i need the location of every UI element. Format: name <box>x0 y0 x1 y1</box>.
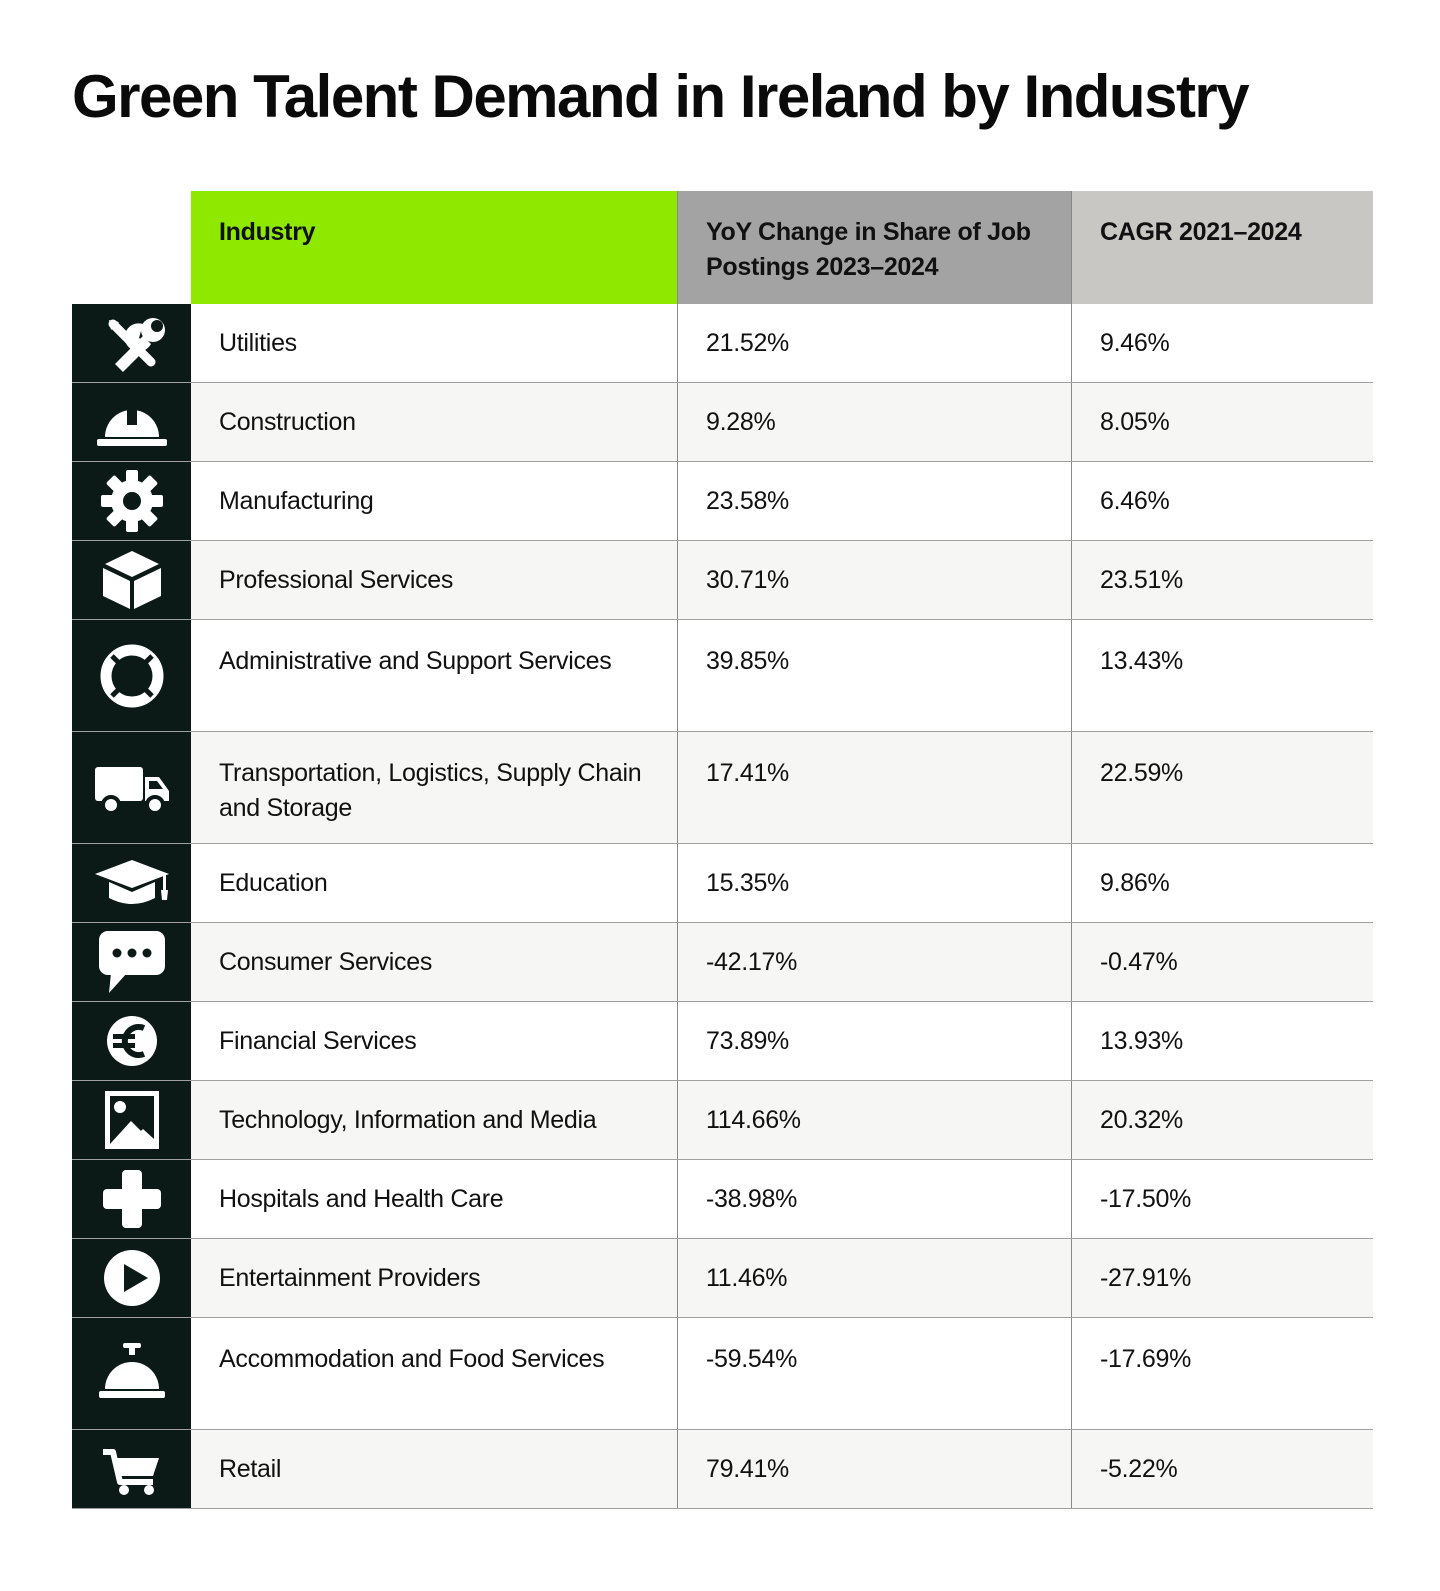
header-cagr: CAGR 2021–2024 <box>1071 191 1373 304</box>
table-row: Hospitals and Health Care -38.98% -17.50% <box>72 1160 1373 1239</box>
yoy-change-cell: 21.52% <box>677 304 1071 382</box>
yoy-change-cell: 39.85% <box>677 620 1071 731</box>
industry-cell: Utilities <box>219 328 297 357</box>
industry-cell: Transportation, Logistics, Supply Chain … <box>219 759 642 822</box>
table-row: Accommodation and Food Services -59.54% -1… <box>72 1318 1373 1430</box>
yoy-change-cell: -38.98% <box>677 1160 1071 1238</box>
yoy-change-cell: 17.41% <box>677 732 1071 843</box>
cagr-cell: 9.86% <box>1071 844 1373 922</box>
header-yoy-change: YoY Change in Share of Job Postings 2023… <box>677 191 1071 304</box>
gear-icon <box>72 462 191 540</box>
table-row: Technology, Information and Media 114.66%… <box>72 1081 1373 1160</box>
table-row: Professional Services 30.71% 23.51% <box>72 541 1373 620</box>
cagr-cell: -0.47% <box>1071 923 1373 1001</box>
service-bell-icon <box>72 1318 191 1429</box>
truck-icon <box>72 732 191 843</box>
table-row: Construction 9.28% 8.05% <box>72 383 1373 462</box>
cagr-cell: -17.69% <box>1071 1318 1373 1429</box>
yoy-change-cell: 73.89% <box>677 1002 1071 1080</box>
cagr-cell: 8.05% <box>1071 383 1373 461</box>
yoy-change-cell: 30.71% <box>677 541 1071 619</box>
medical-cross-icon <box>72 1160 191 1238</box>
industry-cell: Retail <box>219 1454 282 1483</box>
yoy-change-cell: 15.35% <box>677 844 1071 922</box>
hard-hat-icon <box>72 383 191 461</box>
table-row: Utilities 21.52% 9.46% <box>72 304 1373 383</box>
table-row: Retail 79.41% -5.22% <box>72 1430 1373 1509</box>
play-icon <box>72 1239 191 1317</box>
industry-cell: Technology, Information and Media <box>219 1105 597 1134</box>
table-row: Education 15.35% 9.86% <box>72 844 1373 923</box>
cagr-cell: 13.93% <box>1071 1002 1373 1080</box>
yoy-change-cell: 114.66% <box>677 1081 1071 1159</box>
lifebuoy-icon <box>72 620 191 731</box>
industry-cell: Hospitals and Health Care <box>219 1184 504 1213</box>
table-row: Financial Services 73.89% 13.93% <box>72 1002 1373 1081</box>
industry-table: Industry YoY Change in Share of Job Post… <box>72 191 1373 1509</box>
euro-icon <box>72 1002 191 1080</box>
cagr-cell: -17.50% <box>1071 1160 1373 1238</box>
cube-icon <box>72 541 191 619</box>
yoy-change-cell: 11.46% <box>677 1239 1071 1317</box>
table-row: Transportation, Logistics, Supply Chain … <box>72 732 1373 844</box>
industry-cell: Entertainment Providers <box>219 1263 481 1292</box>
cagr-cell: 6.46% <box>1071 462 1373 540</box>
cagr-cell: 22.59% <box>1071 732 1373 843</box>
cagr-cell: -27.91% <box>1071 1239 1373 1317</box>
table-row: Entertainment Providers 11.46% -27.91% <box>72 1239 1373 1318</box>
industry-cell: Manufacturing <box>219 486 374 515</box>
yoy-change-cell: 79.41% <box>677 1430 1071 1508</box>
table-row: Manufacturing 23.58% 6.46% <box>72 462 1373 541</box>
cagr-cell: 9.46% <box>1071 304 1373 382</box>
table-row: Consumer Services -42.17% -0.47% <box>72 923 1373 1002</box>
cagr-cell: 20.32% <box>1071 1081 1373 1159</box>
yoy-change-cell: 9.28% <box>677 383 1071 461</box>
table-header: Industry YoY Change in Share of Job Post… <box>72 191 1373 304</box>
table-row: Administrative and Support Services 39.85… <box>72 620 1373 732</box>
shopping-cart-icon <box>72 1430 191 1508</box>
industry-cell: Construction <box>219 407 356 436</box>
yoy-change-cell: -59.54% <box>677 1318 1071 1429</box>
table-body: Utilities 21.52% 9.46% Construction 9.28% 8.… <box>72 304 1373 1509</box>
yoy-change-cell: -42.17% <box>677 923 1071 1001</box>
speech-bubble-icon <box>72 923 191 1001</box>
industry-cell: Administrative and Support Services <box>219 647 612 675</box>
yoy-change-cell: 23.58% <box>677 462 1071 540</box>
industry-cell: Accommodation and Food Services <box>219 1345 605 1373</box>
page-title: Green Talent Demand in Ireland by Indust… <box>72 63 1250 130</box>
cagr-cell: 23.51% <box>1071 541 1373 619</box>
image-icon <box>72 1081 191 1159</box>
cagr-cell: 13.43% <box>1071 620 1373 731</box>
industry-cell: Education <box>219 868 328 897</box>
industry-cell: Consumer Services <box>219 947 433 976</box>
header-spacer <box>72 191 191 304</box>
industry-cell: Professional Services <box>219 565 454 594</box>
header-industry: Industry <box>191 191 677 304</box>
graduation-cap-icon <box>72 844 191 922</box>
industry-cell: Financial Services <box>219 1026 417 1055</box>
tools-icon <box>72 304 191 382</box>
cagr-cell: -5.22% <box>1071 1430 1373 1508</box>
